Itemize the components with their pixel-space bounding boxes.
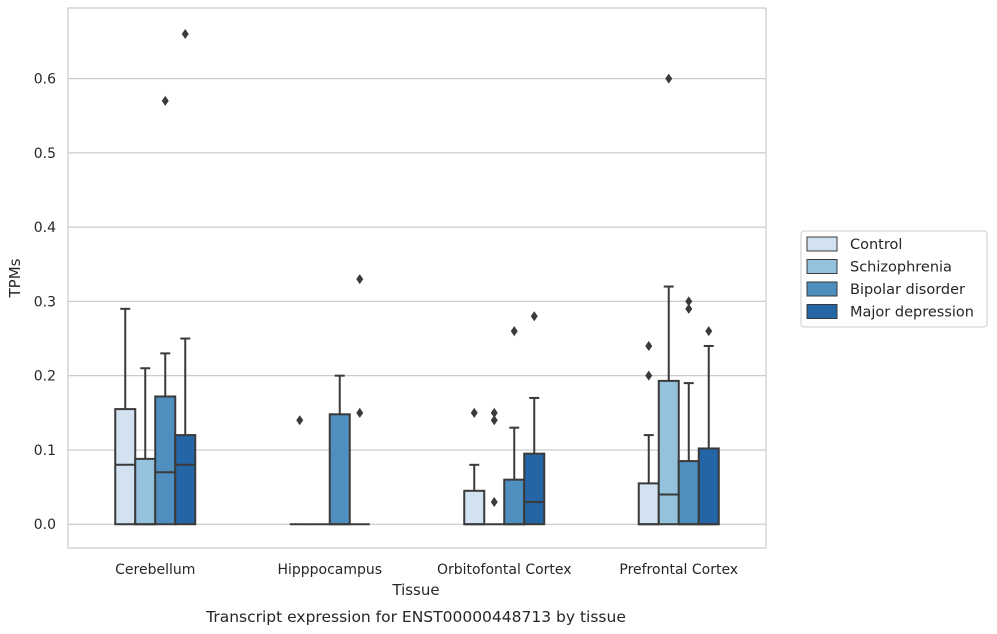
outlier-point xyxy=(356,407,364,418)
outlier-point xyxy=(665,73,673,84)
outlier-point xyxy=(181,28,189,39)
outlier-point xyxy=(685,303,693,314)
x-tick-label: Prefrontal Cortex xyxy=(619,562,738,578)
box-body xyxy=(114,408,137,526)
box-body xyxy=(657,379,680,526)
box-body xyxy=(463,489,486,526)
legend-swatch xyxy=(806,236,838,252)
y-tick-label: 0.3 xyxy=(34,294,56,310)
outlier-point xyxy=(530,311,538,322)
x-tick-label: Orbitofontal Cortex xyxy=(437,562,572,578)
y-tick-label: 0.4 xyxy=(34,220,56,236)
box-0-1 xyxy=(134,367,157,526)
legend-label: Bipolar disorder xyxy=(850,282,965,298)
legend-box xyxy=(800,230,988,328)
box-body xyxy=(328,413,351,526)
box-body xyxy=(677,460,700,526)
outlier-point xyxy=(510,326,518,337)
box-body xyxy=(134,457,157,526)
legend-label: Control xyxy=(850,237,902,253)
box-body xyxy=(174,434,197,526)
plot-frame xyxy=(67,7,767,549)
legend-swatch xyxy=(806,281,838,297)
box-body xyxy=(637,482,660,526)
box-body xyxy=(503,478,526,526)
y-tick-label: 0.0 xyxy=(34,517,56,533)
outlier-point xyxy=(470,407,478,418)
y-tick-label: 0.6 xyxy=(34,72,56,88)
box-3-2 xyxy=(677,382,700,526)
box-3-3 xyxy=(697,344,720,526)
box-2-0 xyxy=(463,463,486,526)
box-body xyxy=(697,447,720,526)
box-0-3 xyxy=(174,337,197,526)
outlier-point xyxy=(296,415,304,426)
y-tick-label: 0.2 xyxy=(34,369,56,385)
legend-label: Schizophrenia xyxy=(850,260,952,276)
x-axis-label: Tissue xyxy=(391,581,439,599)
x-tick-label: Hipppocampus xyxy=(277,562,382,578)
y-tick-label: 0.1 xyxy=(34,443,56,459)
outliers xyxy=(161,28,713,507)
legend-swatch xyxy=(806,259,838,274)
outlier-point xyxy=(356,274,364,285)
y-axis-label: TPMs xyxy=(6,258,24,298)
outlier-point xyxy=(645,340,653,351)
box-1-2 xyxy=(328,374,351,526)
legend-swatch xyxy=(806,304,838,319)
outlier-point xyxy=(161,95,169,106)
box-3-1 xyxy=(657,285,680,526)
outlier-point xyxy=(705,326,713,337)
x-tick-labels: Cerebellum Hipppocampus Orbitofontal Corte… xyxy=(115,562,738,578)
legend: Control Schizophrenia Bipolar disorder Majo… xyxy=(800,230,988,328)
outlier-point xyxy=(490,415,498,426)
outlier-point xyxy=(685,296,693,307)
box-2-2 xyxy=(503,426,526,526)
boxes xyxy=(114,285,720,526)
box-0-0 xyxy=(114,307,137,526)
box-0-2 xyxy=(154,352,177,526)
x-tick-label: Cerebellum xyxy=(115,562,195,578)
box-3-0 xyxy=(637,434,660,526)
chart-caption: Transcript expression for ENST0000044871… xyxy=(205,608,626,626)
outlier-point xyxy=(490,496,498,507)
y-tick-labels: 0.0 0.1 0.2 0.3 0.4 0.5 0.6 xyxy=(34,72,56,534)
legend-label: Major depression xyxy=(850,305,974,321)
box-2-3 xyxy=(523,396,546,526)
outlier-point xyxy=(645,370,653,381)
outlier-point xyxy=(490,407,498,418)
y-tick-label: 0.5 xyxy=(34,146,56,162)
box-body xyxy=(154,395,177,526)
box-body xyxy=(523,452,546,526)
